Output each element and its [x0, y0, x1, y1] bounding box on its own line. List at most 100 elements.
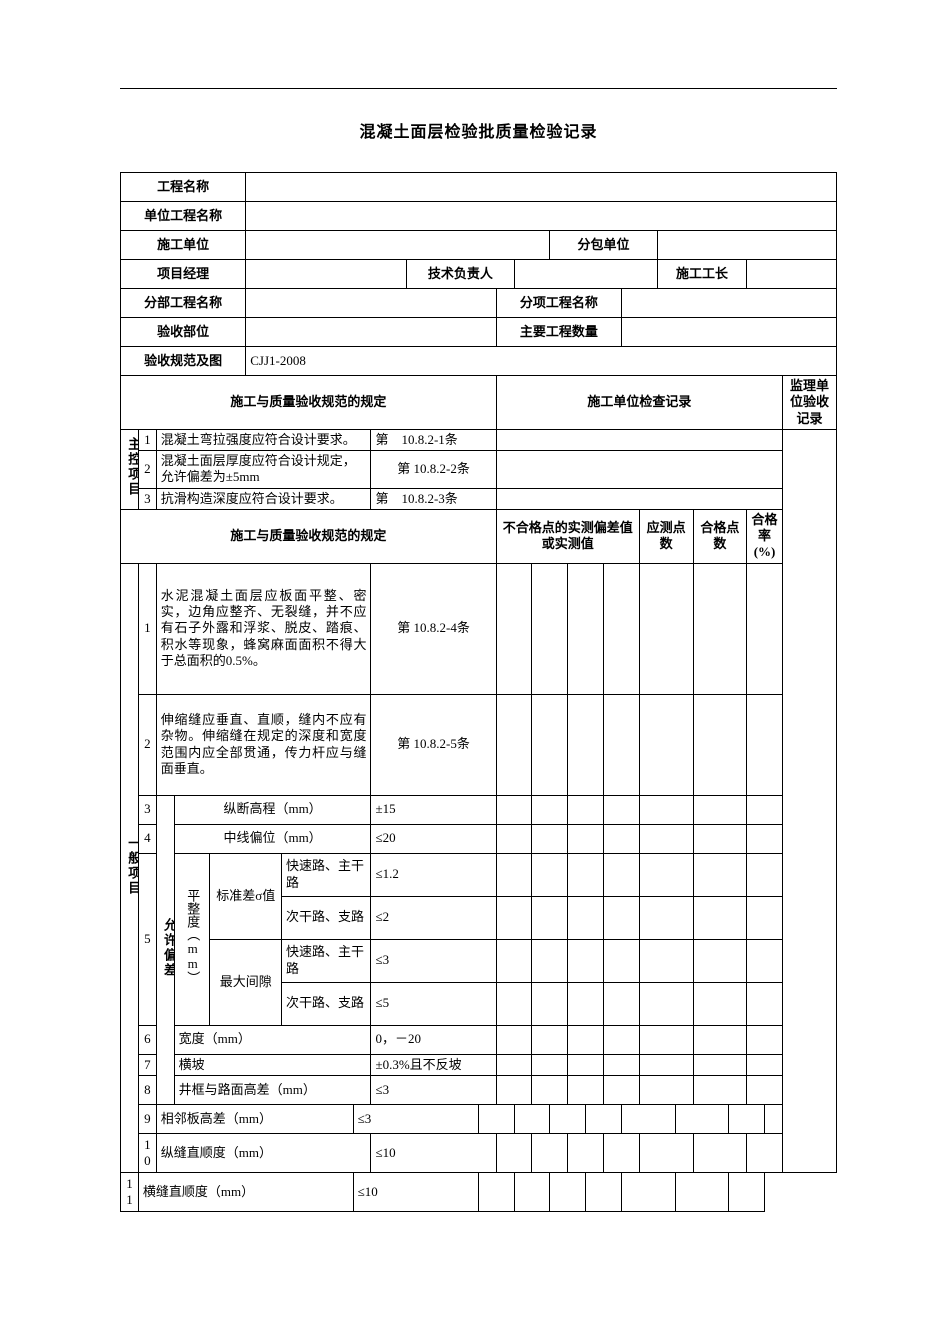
gen6-label: 宽度（mm） [174, 1025, 371, 1054]
row-pm: 项目经理 技术负责人 施工工长 [121, 260, 837, 289]
gen5d-val: ≤5 [371, 982, 496, 1025]
label-sub-2: 次干路、支路 [282, 982, 371, 1025]
g5cd3 [568, 939, 604, 982]
g5cd1 [496, 939, 532, 982]
g3d4 [604, 795, 640, 824]
main-no-3: 3 [138, 488, 156, 509]
g11d1 [478, 1172, 514, 1211]
g5ad1 [496, 853, 532, 896]
main-text-1: 混凝土弯拉强度应符合设计要求。 [156, 429, 371, 450]
gen2-dev3 [568, 694, 604, 795]
row-main-2: 2 混凝土面层厚度应符合设计规定，允许偏差为±5mm 第 10.8.2-2条 [121, 451, 837, 489]
g4d4 [604, 824, 640, 853]
label-accept-part: 验收部位 [121, 318, 246, 347]
g8d4 [604, 1075, 640, 1104]
gen-text-2: 伸缩缝应垂直、直顺，缝内不应有杂物。伸缩缝在规定的深度和宽度范围内应全部贯通，传… [156, 694, 371, 795]
gen8-label: 井框与路面高差（mm） [174, 1075, 371, 1104]
row-main-1: 主控项目 1 混凝土弯拉强度应符合设计要求。 第 10.8.2-1条 [121, 429, 837, 450]
g8d2 [532, 1075, 568, 1104]
value-division [246, 289, 496, 318]
g3s [639, 795, 693, 824]
g8s [639, 1075, 693, 1104]
g11d4 [586, 1172, 622, 1211]
label-spec: 验收规范及图 [121, 347, 246, 376]
g5cs [639, 939, 693, 982]
row-gen-10: 10 纵缝直顺度（mm） ≤10 [121, 1133, 837, 1172]
g10d2 [532, 1133, 568, 1172]
g3d3 [568, 795, 604, 824]
g5cd2 [532, 939, 568, 982]
row-sec1-header: 施工与质量验收规范的规定 施工单位检查记录 监理单位验收记录 [121, 376, 837, 430]
gen-no-10: 10 [138, 1133, 156, 1172]
gen2-dev4 [604, 694, 640, 795]
gen-no-7: 7 [138, 1054, 156, 1075]
main-record-2 [496, 451, 782, 489]
g5ad3 [568, 853, 604, 896]
row-contractor: 施工单位 分包单位 [121, 231, 837, 260]
row-sec2-header: 施工与质量验收规范的规定 不合格点的实测偏差值或实测值 应测点数 合格点数 合格… [121, 509, 837, 563]
g5bp [693, 896, 747, 939]
gen11-val: ≤10 [353, 1172, 478, 1211]
label-main-qty: 主要工程数量 [496, 318, 621, 347]
row-gen-9: 9 相邻板高差（mm） ≤3 [121, 1104, 837, 1133]
row-gen-2: 2 伸缩缝应垂直、直顺，缝内不应有杂物。伸缩缝在规定的深度和宽度范围内应全部贯通… [121, 694, 837, 795]
g11d3 [550, 1172, 586, 1211]
value-foreman [747, 260, 837, 289]
row-gen-5c: 最大间隙 快速路、主干路 ≤3 [121, 939, 837, 982]
label-flatness: 平整度（mm） [174, 853, 210, 1025]
gen9-label: 相邻板高差（mm） [156, 1104, 353, 1133]
gen2-dev2 [532, 694, 568, 795]
g6r [747, 1025, 783, 1054]
row-gen-1: 一般项目 1 水泥混凝土面层应板面平整、密实，边角应整齐、无裂缝，并不应有石子外… [121, 563, 837, 694]
g5dd1 [496, 982, 532, 1025]
label-unit-project: 单位工程名称 [121, 202, 246, 231]
value-pm [246, 260, 407, 289]
main-clause-3: 第 10.8.2-3条 [371, 488, 496, 509]
gen3-label: 纵断高程（mm） [174, 795, 371, 824]
g4s [639, 824, 693, 853]
gen-no-6: 6 [138, 1025, 156, 1054]
gen-no-1: 1 [138, 563, 156, 694]
inspection-form-table: 工程名称 单位工程名称 施工单位 分包单位 项目经理 技术负责人 施工工长 分部… [120, 172, 837, 1212]
gen2-should [639, 694, 693, 795]
g8r [747, 1075, 783, 1104]
gen1-rate [747, 563, 783, 694]
g8p [693, 1075, 747, 1104]
row-spec: 验收规范及图 CJJ1-2008 [121, 347, 837, 376]
gen1-dev3 [568, 563, 604, 694]
label-check-record: 施工单位检查记录 [496, 376, 782, 430]
g7s [639, 1054, 693, 1075]
row-division: 分部工程名称 分项工程名称 [121, 289, 837, 318]
label-main-ctrl: 主控项目 [121, 429, 139, 509]
g9p [675, 1104, 729, 1133]
label-subitem: 分项工程名称 [496, 289, 621, 318]
gen3-val: ±15 [371, 795, 496, 824]
gen1-should [639, 563, 693, 694]
value-spec: CJJ1-2008 [246, 347, 837, 376]
g6d4 [604, 1025, 640, 1054]
g8d3 [568, 1075, 604, 1104]
label-fast-1: 快速路、主干路 [282, 853, 371, 896]
gen2-dev1 [496, 694, 532, 795]
g9d4 [586, 1104, 622, 1133]
gen9-val: ≤3 [353, 1104, 478, 1133]
row-gen-7: 7 横坡 ±0.3%且不反坡 [121, 1054, 837, 1075]
label-general: 一般项目 [121, 563, 139, 1172]
main-clause-1: 第 10.8.2-1条 [371, 429, 496, 450]
g7d4 [604, 1054, 640, 1075]
row-main-3: 3 抗滑构造深度应符合设计要求。 第 10.8.2-3条 [121, 488, 837, 509]
value-subcontractor [657, 231, 836, 260]
value-project-name [246, 173, 837, 202]
g5bd1 [496, 896, 532, 939]
g4d2 [532, 824, 568, 853]
gen7-label: 横坡 [174, 1054, 371, 1075]
page: 混凝土面层检验批质量检验记录 工程名称 单位工程名称 施工单位 分包单位 [0, 0, 945, 1337]
gen5b-val: ≤2 [371, 896, 496, 939]
g4d1 [496, 824, 532, 853]
main-clause-2: 第 10.8.2-2条 [371, 451, 496, 489]
g5ad4 [604, 853, 640, 896]
label-supervision: 监理单位验收记录 [782, 376, 836, 430]
g5cp [693, 939, 747, 982]
g4p [693, 824, 747, 853]
g11p [675, 1172, 729, 1211]
